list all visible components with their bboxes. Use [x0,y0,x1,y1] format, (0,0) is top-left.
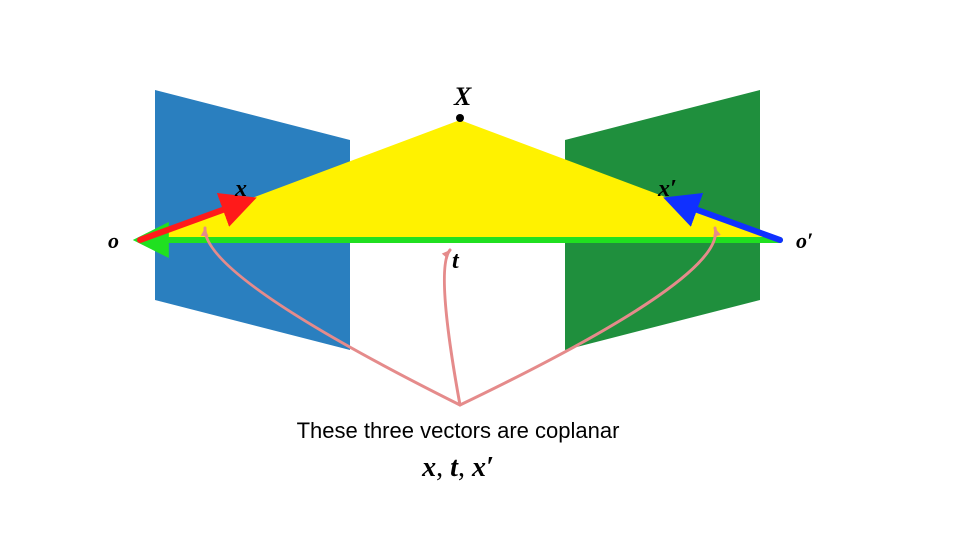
label-image-point-x: x [235,176,247,203]
label-point-X: X [454,82,471,112]
diagram-stage: X x x′ o o′ t These three vectors are co… [0,0,960,540]
formula-vectors: x, t, x′ [422,452,494,484]
caption-text: These three vectors are coplanar [297,418,620,444]
label-camera-center-o: o [108,228,119,254]
label-baseline-t: t [452,248,459,275]
label-image-point-x-prime: x′ [658,176,677,203]
point-X-dot [456,114,464,122]
label-camera-center-o-prime: o′ [796,228,813,254]
